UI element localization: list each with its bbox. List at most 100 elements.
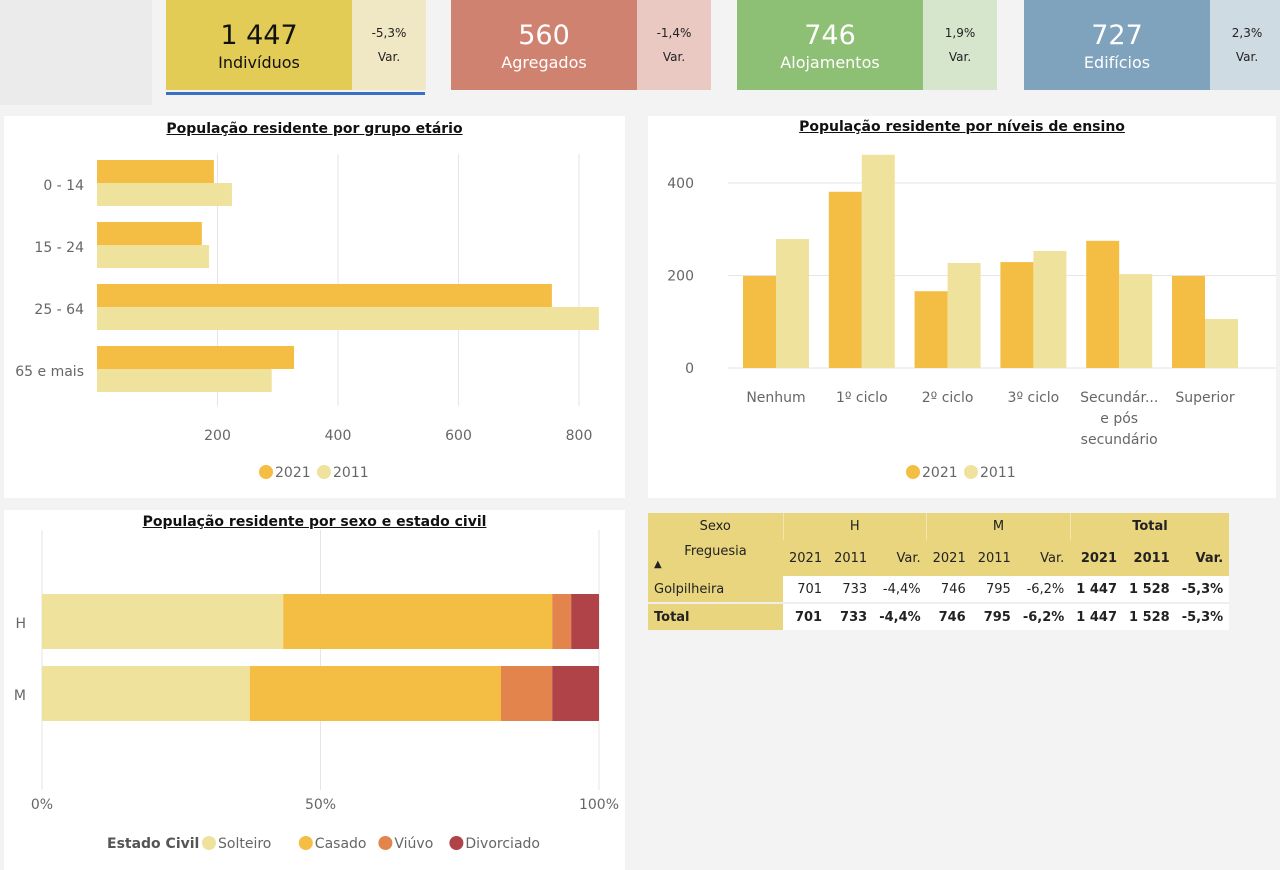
kpi-var-label: Var. — [1235, 50, 1259, 64]
x-tick-label: Nenhum — [746, 390, 805, 406]
kpi-variation: -5,3% Var. — [352, 0, 426, 90]
kpi-value: 727 — [1091, 19, 1143, 51]
bar-2011-0 — [97, 183, 232, 206]
freguesia-label: Freguesia — [684, 544, 747, 559]
x-tick-label: 100% — [579, 797, 619, 813]
x-tick-label: Superior — [1175, 390, 1234, 406]
table-cell: 746 — [926, 576, 972, 603]
y-tick-label: M — [14, 688, 26, 704]
bar-2021-0 — [743, 275, 776, 368]
age-chart-title: População residente por grupo etário — [166, 121, 463, 137]
col-header[interactable]: 2011 — [828, 540, 874, 576]
kpi-card-indivíduos[interactable]: 1 447 Indivíduos -5,3% Var. — [166, 0, 426, 90]
civil-chart-title: População residente por sexo e estado ci… — [142, 514, 487, 530]
legend-label: Casado — [315, 836, 367, 852]
bar-2011-2 — [97, 307, 599, 330]
kpi-value: 560 — [518, 19, 570, 51]
kpi-variation: 1,9% Var. — [923, 0, 997, 90]
legend-marker — [317, 465, 331, 479]
bar-2021-5 — [1172, 275, 1205, 368]
x-tick-label: 3º ciclo — [1008, 390, 1060, 406]
table-cell: 746 — [926, 603, 972, 630]
table-cell: 701 — [783, 603, 829, 630]
table-cell: 795 — [971, 576, 1017, 603]
education-chart-panel: População residente por níveis de ensino… — [648, 116, 1276, 498]
legend-marker — [964, 465, 978, 479]
kpi-var-label: Var. — [948, 50, 972, 64]
col-header[interactable]: 2021 — [1070, 540, 1123, 576]
bar-divorciado-M — [552, 666, 599, 721]
col-header[interactable]: 2021 — [783, 540, 829, 576]
education-chart: 0 200 400 Nenhum 1º ciclo 2º ciclo 3º ciclo Sec… — [667, 154, 1276, 481]
legend-marker — [906, 465, 920, 479]
group-header-total[interactable]: Total — [1069, 513, 1230, 540]
legend-marker — [259, 465, 273, 479]
y-tick-label: 400 — [667, 176, 694, 192]
table-cell: 701 — [783, 576, 829, 603]
kpi-value: 1 447 — [220, 19, 298, 51]
bar-2011-5 — [1205, 318, 1238, 368]
legend-label: Solteiro — [218, 836, 271, 852]
bar-2021-2 — [914, 291, 948, 368]
kpi-variation: 2,3% Var. — [1210, 0, 1280, 90]
y-tick-label: 0 - 14 — [43, 178, 84, 194]
x-tick-label: Secundár... — [1080, 390, 1158, 406]
table-cell: 1 447 — [1070, 603, 1123, 630]
civil-chart: 0% 50% 100% H M Estado Civil Solteiro Casado Viú… — [14, 530, 619, 852]
legend-label: 2011 — [980, 465, 1016, 481]
bar-2021-1 — [97, 222, 202, 245]
col-header[interactable]: Var. — [1016, 540, 1071, 576]
row-label: Total — [648, 603, 783, 630]
age-chart: 200 400 600 800 0 - 14 15 - 24 25 - 64 65 e mai… — [15, 154, 599, 481]
table-row: Total 701 733 -4,4% 746 795 -6,2% 1 447 1 528 -5,… — [648, 603, 1230, 630]
kpi-card-edifícios[interactable]: 727 Edifícios 2,3% Var. — [1024, 0, 1280, 90]
y-tick-label: 25 - 64 — [34, 302, 84, 318]
table-row: Golpilheira 701 733 -4,4% 746 795 -6,2% 1 447 1 … — [648, 576, 1230, 603]
kpi-main: 560 Agregados — [451, 0, 637, 90]
bar-2011-1 — [97, 245, 210, 268]
table-cell: 1 528 — [1123, 603, 1176, 630]
legend-marker — [449, 836, 464, 850]
x-tick-label: 0% — [31, 797, 53, 813]
sexo-header: Sexo — [648, 513, 783, 540]
table-cell: -6,2% — [1016, 576, 1071, 603]
table-cell: 733 — [828, 576, 874, 603]
population-table: Sexo H M Total Freguesia ▲ 2021 2011 Var. 20… — [648, 513, 1230, 630]
table-cell: -5,3% — [1175, 603, 1230, 630]
bar-2021-1 — [828, 191, 862, 368]
table-cell: -4,4% — [873, 603, 927, 630]
legend-marker — [202, 836, 216, 850]
bar-2011-1 — [861, 154, 895, 368]
blank-area — [0, 0, 152, 105]
freguesia-header[interactable]: Freguesia ▲ — [648, 540, 783, 576]
group-header-m[interactable]: M — [926, 513, 1071, 540]
y-tick-label: 0 — [685, 361, 694, 377]
kpi-card-alojamentos[interactable]: 746 Alojamentos 1,9% Var. — [737, 0, 997, 90]
kpi-label: Agregados — [501, 52, 587, 72]
x-tick-label: e pós — [1100, 411, 1138, 427]
group-header-h[interactable]: H — [782, 513, 927, 540]
x-tick-label: 200 — [204, 428, 231, 444]
bar-2011-2 — [947, 263, 981, 368]
col-header[interactable]: 2011 — [971, 540, 1017, 576]
col-header[interactable]: Var. — [873, 540, 927, 576]
bar-casado-M — [249, 666, 501, 721]
bar-2011-0 — [776, 238, 809, 368]
kpi-var-value: -5,3% — [371, 26, 407, 40]
kpi-card-agregados[interactable]: 560 Agregados -1,4% Var. — [451, 0, 711, 90]
col-header[interactable]: 2021 — [926, 540, 972, 576]
x-tick-label: 50% — [305, 797, 336, 813]
col-header[interactable]: Var. — [1175, 540, 1230, 576]
kpi-value: 746 — [804, 19, 856, 51]
bar-2021-2 — [97, 284, 552, 307]
x-tick-label: 800 — [566, 428, 593, 444]
y-tick-label: 65 e mais — [15, 364, 84, 380]
sort-asc-icon[interactable]: ▲ — [654, 559, 662, 570]
bar-viúvo-M — [500, 666, 553, 721]
x-tick-label: 600 — [445, 428, 472, 444]
bar-solteiro-H — [42, 594, 284, 649]
legend-label: Divorciado — [465, 836, 540, 852]
y-tick-label: H — [15, 616, 26, 632]
col-header[interactable]: 2011 — [1123, 540, 1176, 576]
row-label: Golpilheira — [648, 576, 783, 603]
